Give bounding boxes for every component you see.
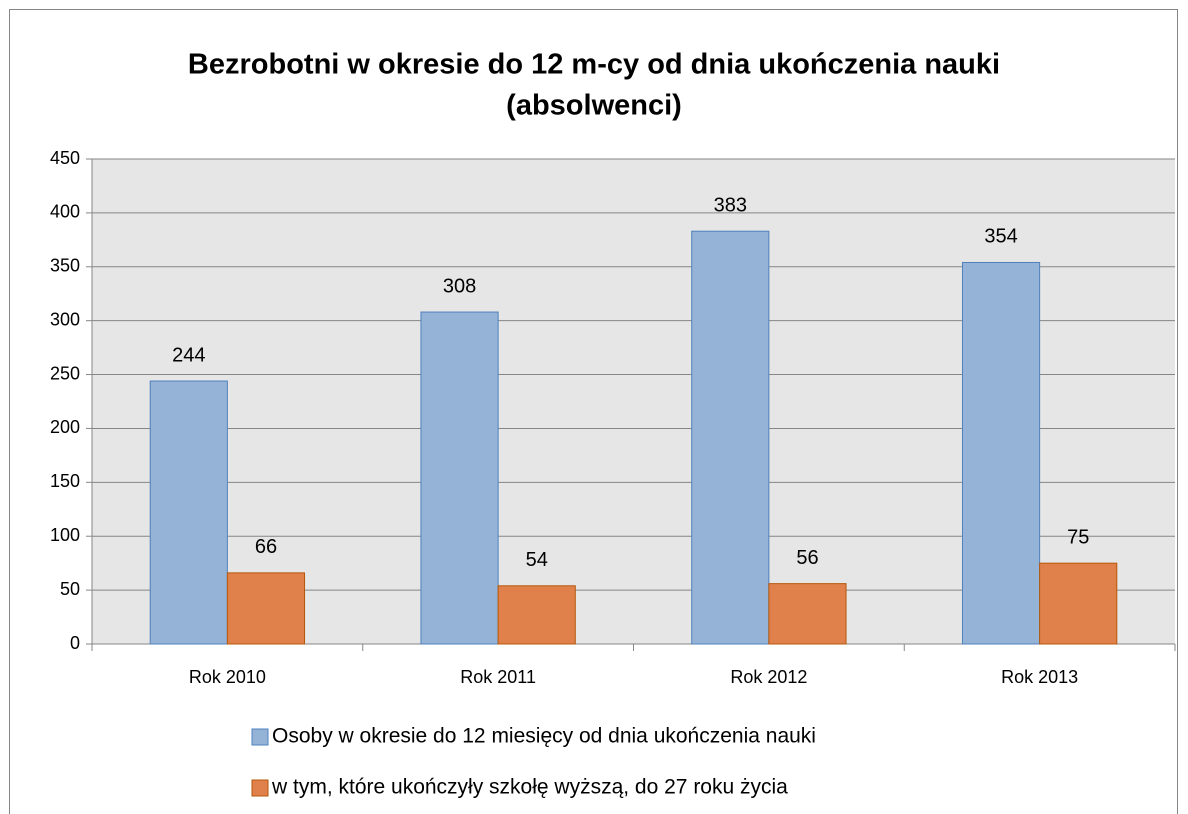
bar <box>420 311 499 645</box>
data-label: 244 <box>172 344 205 366</box>
data-label: 66 <box>255 536 277 558</box>
bar <box>226 572 306 645</box>
y-tick-label: 450 <box>50 148 80 168</box>
bar <box>149 380 228 645</box>
legend-label: Osoby w okresie do 12 miesięcy od dnia u… <box>272 725 816 748</box>
y-tick-label: 250 <box>50 363 80 383</box>
legend-swatch <box>251 779 269 797</box>
legend-label: w tym, które ukończyły szkołę wyższą, do… <box>271 776 788 799</box>
data-label: 56 <box>796 547 818 569</box>
bar <box>961 261 1041 645</box>
y-tick-label: 100 <box>50 525 80 545</box>
legend-swatch <box>251 728 269 746</box>
data-label: 354 <box>984 226 1017 248</box>
bar <box>768 583 847 645</box>
chart-title: (absolwenci) <box>506 90 682 122</box>
y-tick-label: 400 <box>50 202 80 222</box>
y-tick-label: 50 <box>60 579 80 599</box>
data-label: 308 <box>443 275 476 297</box>
x-tick-label: Rok 2013 <box>1001 667 1078 687</box>
data-label: 75 <box>1067 526 1089 548</box>
y-tick-label: 300 <box>50 309 80 329</box>
x-tick-label: Rok 2010 <box>189 667 266 687</box>
y-tick-label: 150 <box>50 471 80 491</box>
bar <box>1039 562 1118 645</box>
y-tick-label: 350 <box>50 256 80 276</box>
bar <box>691 230 770 645</box>
data-label: 54 <box>526 549 548 571</box>
x-tick-label: Rok 2011 <box>460 667 536 687</box>
x-tick-label: Rok 2012 <box>730 667 807 687</box>
y-tick-label: 200 <box>50 417 80 437</box>
data-label: 383 <box>714 194 747 216</box>
chart-title: Bezrobotni w okresie do 12 m-cy od dnia … <box>188 49 1000 81</box>
y-tick-label: 0 <box>70 633 80 653</box>
bar <box>497 585 576 645</box>
